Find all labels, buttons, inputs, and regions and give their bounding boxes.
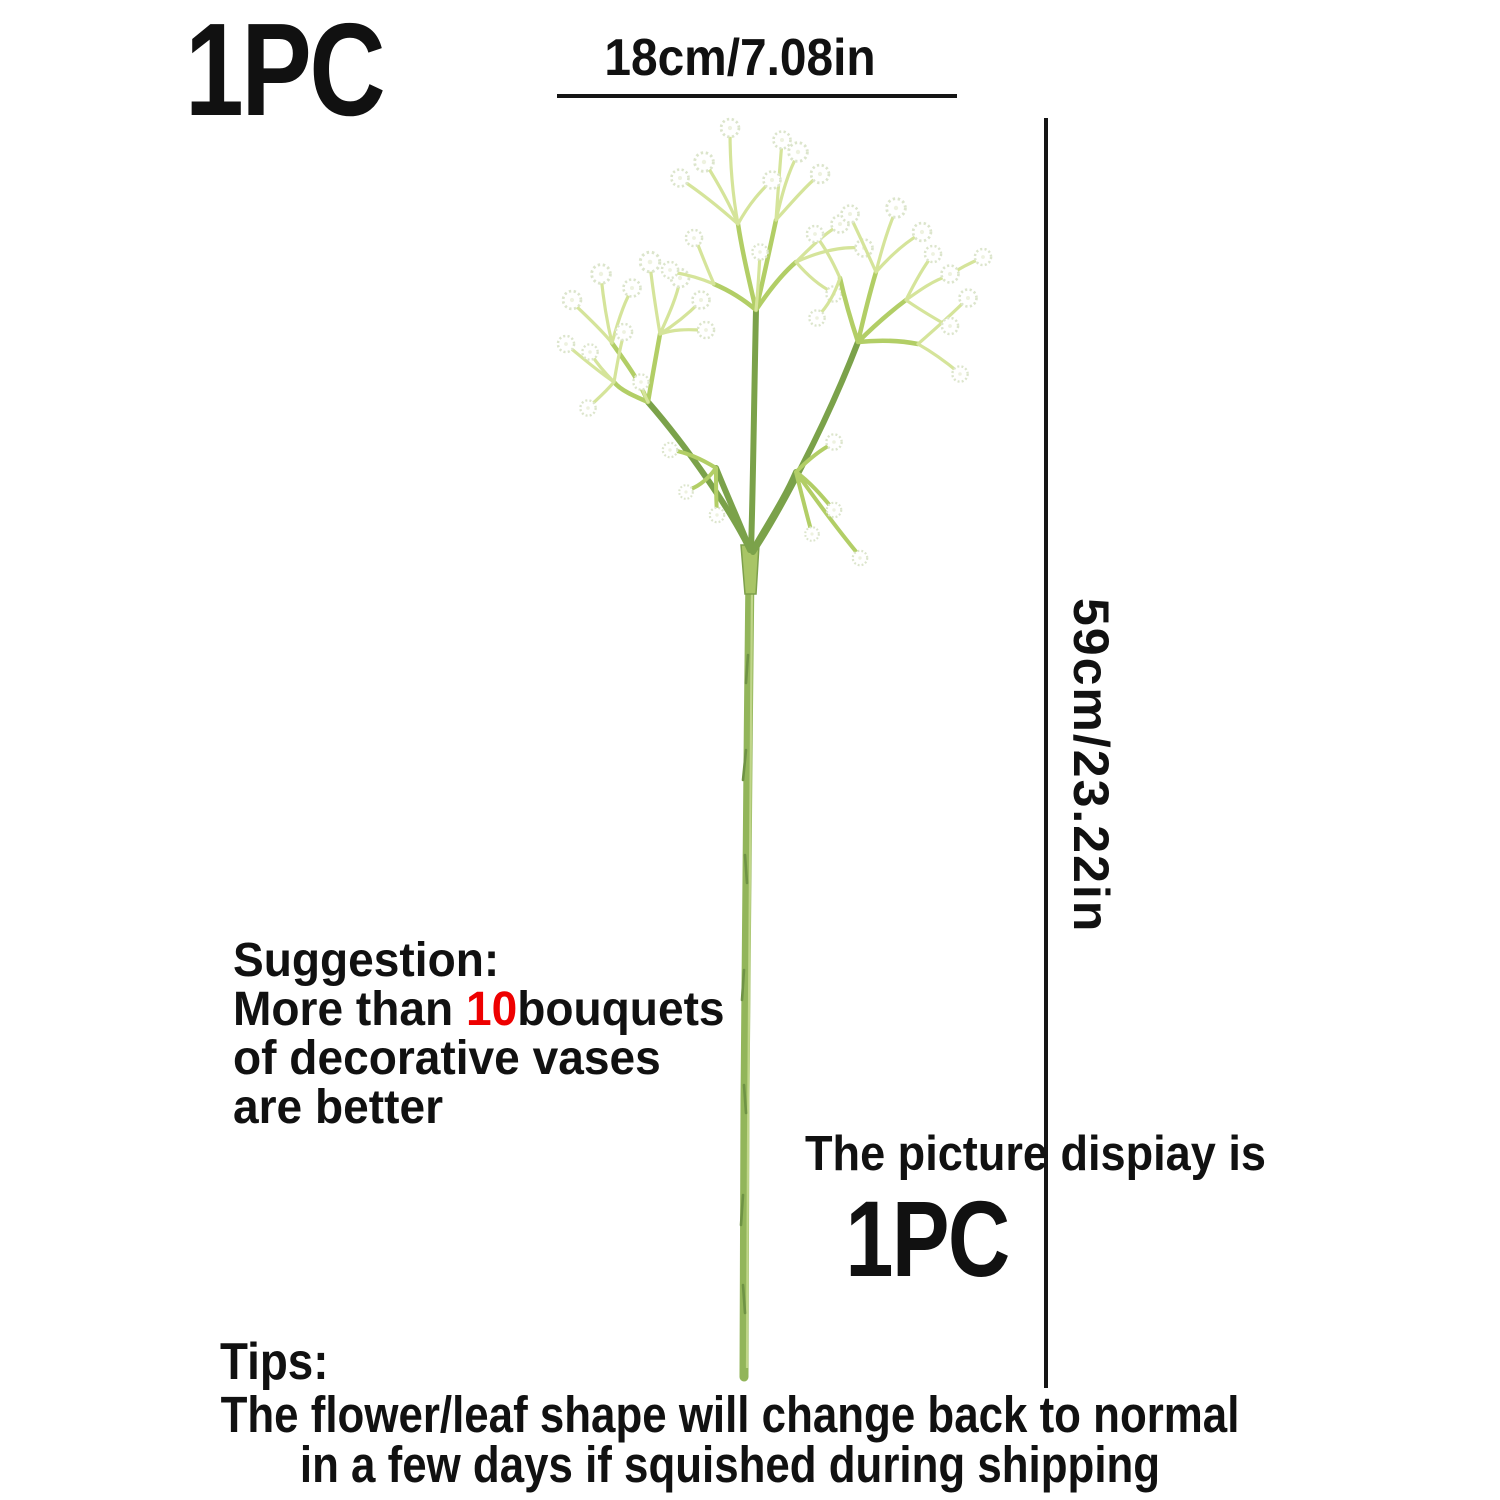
mid-right-spray: [794, 433, 869, 567]
left-cluster: [556, 250, 716, 417]
suggestion-line-1-pre: More than: [233, 983, 466, 1036]
width-dimension-line: [557, 94, 957, 98]
stem-nodes: [739, 653, 750, 1315]
suggestion-line-3: are better: [233, 1081, 444, 1134]
center-cluster: [660, 117, 874, 313]
tips-block: The flower/leaf shape will change back t…: [171, 1386, 1289, 1493]
flower-image: [556, 117, 993, 1382]
suggestion-block: Suggestion: More than 10bouquets of deco…: [233, 936, 725, 1132]
picture-display-label: The picture dispiay is: [805, 1127, 1266, 1181]
picture-display-quantity: 1PC: [845, 1178, 1010, 1299]
suggestion-title: Suggestion:: [233, 934, 500, 987]
tips-line-2: in a few days if squished during shippin…: [299, 1436, 1161, 1493]
tips-title: Tips:: [220, 1333, 329, 1391]
quantity-top-label: 1PC: [185, 0, 386, 143]
right-cluster: [805, 197, 993, 383]
suggestion-line-2: of decorative vases: [233, 1032, 661, 1085]
height-dimension-label: 59cm/23.22in: [1063, 598, 1119, 934]
suggestion-line-1: More than 10bouquets: [233, 985, 725, 1034]
suggestion-line-1-post: bouquets: [517, 983, 725, 1036]
width-dimension-label: 18cm/7.08in: [604, 29, 876, 87]
stem-highlight: [745, 584, 754, 1369]
mid-left-spray: [661, 441, 726, 524]
height-dimension-line: [1044, 118, 1048, 1388]
tips-line-1: The flower/leaf shape will change back t…: [220, 1386, 1240, 1443]
suggestion-highlight-number: 10: [465, 983, 518, 1036]
